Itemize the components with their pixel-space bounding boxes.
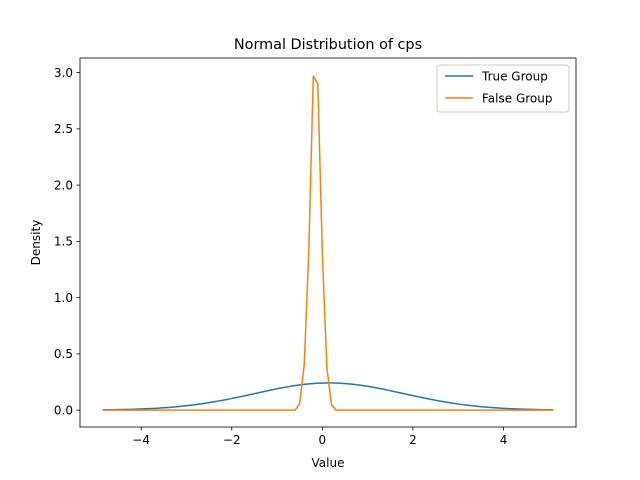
chart-title: Normal Distribution of cps: [234, 37, 422, 53]
plot-lines: [102, 75, 554, 411]
y-tick-label: 2.0: [54, 178, 73, 192]
legend-label-false-group: False Group: [482, 92, 552, 106]
plot-area-frame: [79, 57, 577, 428]
series-line-true-group: [102, 382, 554, 411]
y-tick-label: 3.0: [54, 66, 73, 80]
legend: True Group False Group: [436, 64, 570, 113]
y-axis-label: Density: [29, 220, 43, 266]
x-axis-label: Value: [312, 456, 345, 470]
x-tick-label: −2: [223, 433, 241, 447]
x-tick-label: 0: [319, 433, 327, 447]
x-tick-label: 2: [409, 433, 417, 447]
x-axis: −4 −2 0 2 4: [132, 427, 507, 447]
y-tick-label: 1.5: [54, 235, 73, 249]
y-tick-label: 0.0: [54, 403, 73, 417]
series-line-false-group: [102, 75, 554, 411]
y-tick-label: 2.5: [54, 122, 73, 136]
y-tick-label: 1.0: [54, 291, 73, 305]
legend-label-true-group: True Group: [481, 70, 548, 84]
x-tick-label: −4: [132, 433, 150, 447]
x-tick-label: 4: [500, 433, 508, 447]
y-tick-label: 0.5: [54, 347, 73, 361]
y-axis: 0.0 0.5 1.0 1.5 2.0 2.5 3.0: [54, 66, 80, 417]
